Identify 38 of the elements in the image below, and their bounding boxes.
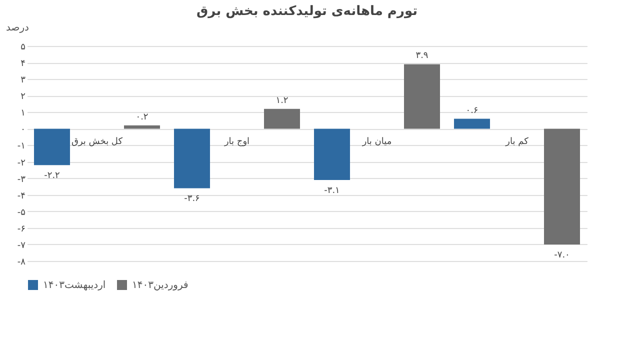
x-tick-label: کل بخش برق bbox=[71, 137, 124, 148]
y-tick-label: -۵ bbox=[17, 208, 26, 218]
y-tick-label: -۸ bbox=[17, 258, 26, 268]
bar bbox=[264, 108, 300, 129]
bar bbox=[544, 128, 580, 244]
y-tick-label: -۷ bbox=[17, 240, 26, 251]
y-tick-label: -۶ bbox=[17, 224, 26, 234]
data-label: -۲.۲ bbox=[44, 171, 60, 182]
data-label: ۰.۶ bbox=[466, 106, 478, 116]
y-axis-title: درصد bbox=[6, 22, 30, 34]
data-label: ۱.۲ bbox=[276, 96, 288, 106]
data-label: -۳.۶ bbox=[184, 194, 200, 204]
y-tick-label: -۴ bbox=[17, 191, 26, 202]
chart-title: تورم ماهانه‌ی تولیدکننده بخش برق bbox=[196, 4, 418, 19]
y-tick-label: ۵ bbox=[20, 42, 26, 52]
y-tick-label: ۰ bbox=[20, 125, 26, 136]
bar bbox=[34, 128, 70, 166]
data-label: -۷.۰ bbox=[554, 250, 570, 260]
x-tick-label: اوج بار bbox=[223, 137, 250, 148]
y-tick-label: ۳ bbox=[20, 76, 26, 86]
bar bbox=[124, 125, 160, 129]
x-tick-label: میان بار bbox=[361, 137, 392, 148]
y-tick-label: ۲ bbox=[20, 92, 26, 102]
y-tick-label: -۳ bbox=[17, 174, 26, 185]
data-label: ۳.۹ bbox=[416, 51, 428, 62]
data-label: ۰.۲ bbox=[136, 112, 148, 122]
bar bbox=[404, 64, 440, 129]
data-label: -۳.۱ bbox=[324, 186, 340, 196]
y-tick-label: ۱ bbox=[20, 108, 26, 119]
bar bbox=[454, 118, 490, 129]
y-tick-label: -۲ bbox=[17, 158, 26, 168]
bar bbox=[314, 128, 350, 180]
legend-label: اردیبهشت۱۴۰۳ bbox=[43, 280, 106, 291]
x-tick-label: کم بار bbox=[504, 137, 530, 148]
bar bbox=[174, 128, 210, 188]
y-tick-label: -۱ bbox=[17, 142, 26, 152]
y-tick-label: ۴ bbox=[20, 59, 26, 70]
legend-label: فروردین۱۴۰۳ bbox=[132, 280, 189, 291]
